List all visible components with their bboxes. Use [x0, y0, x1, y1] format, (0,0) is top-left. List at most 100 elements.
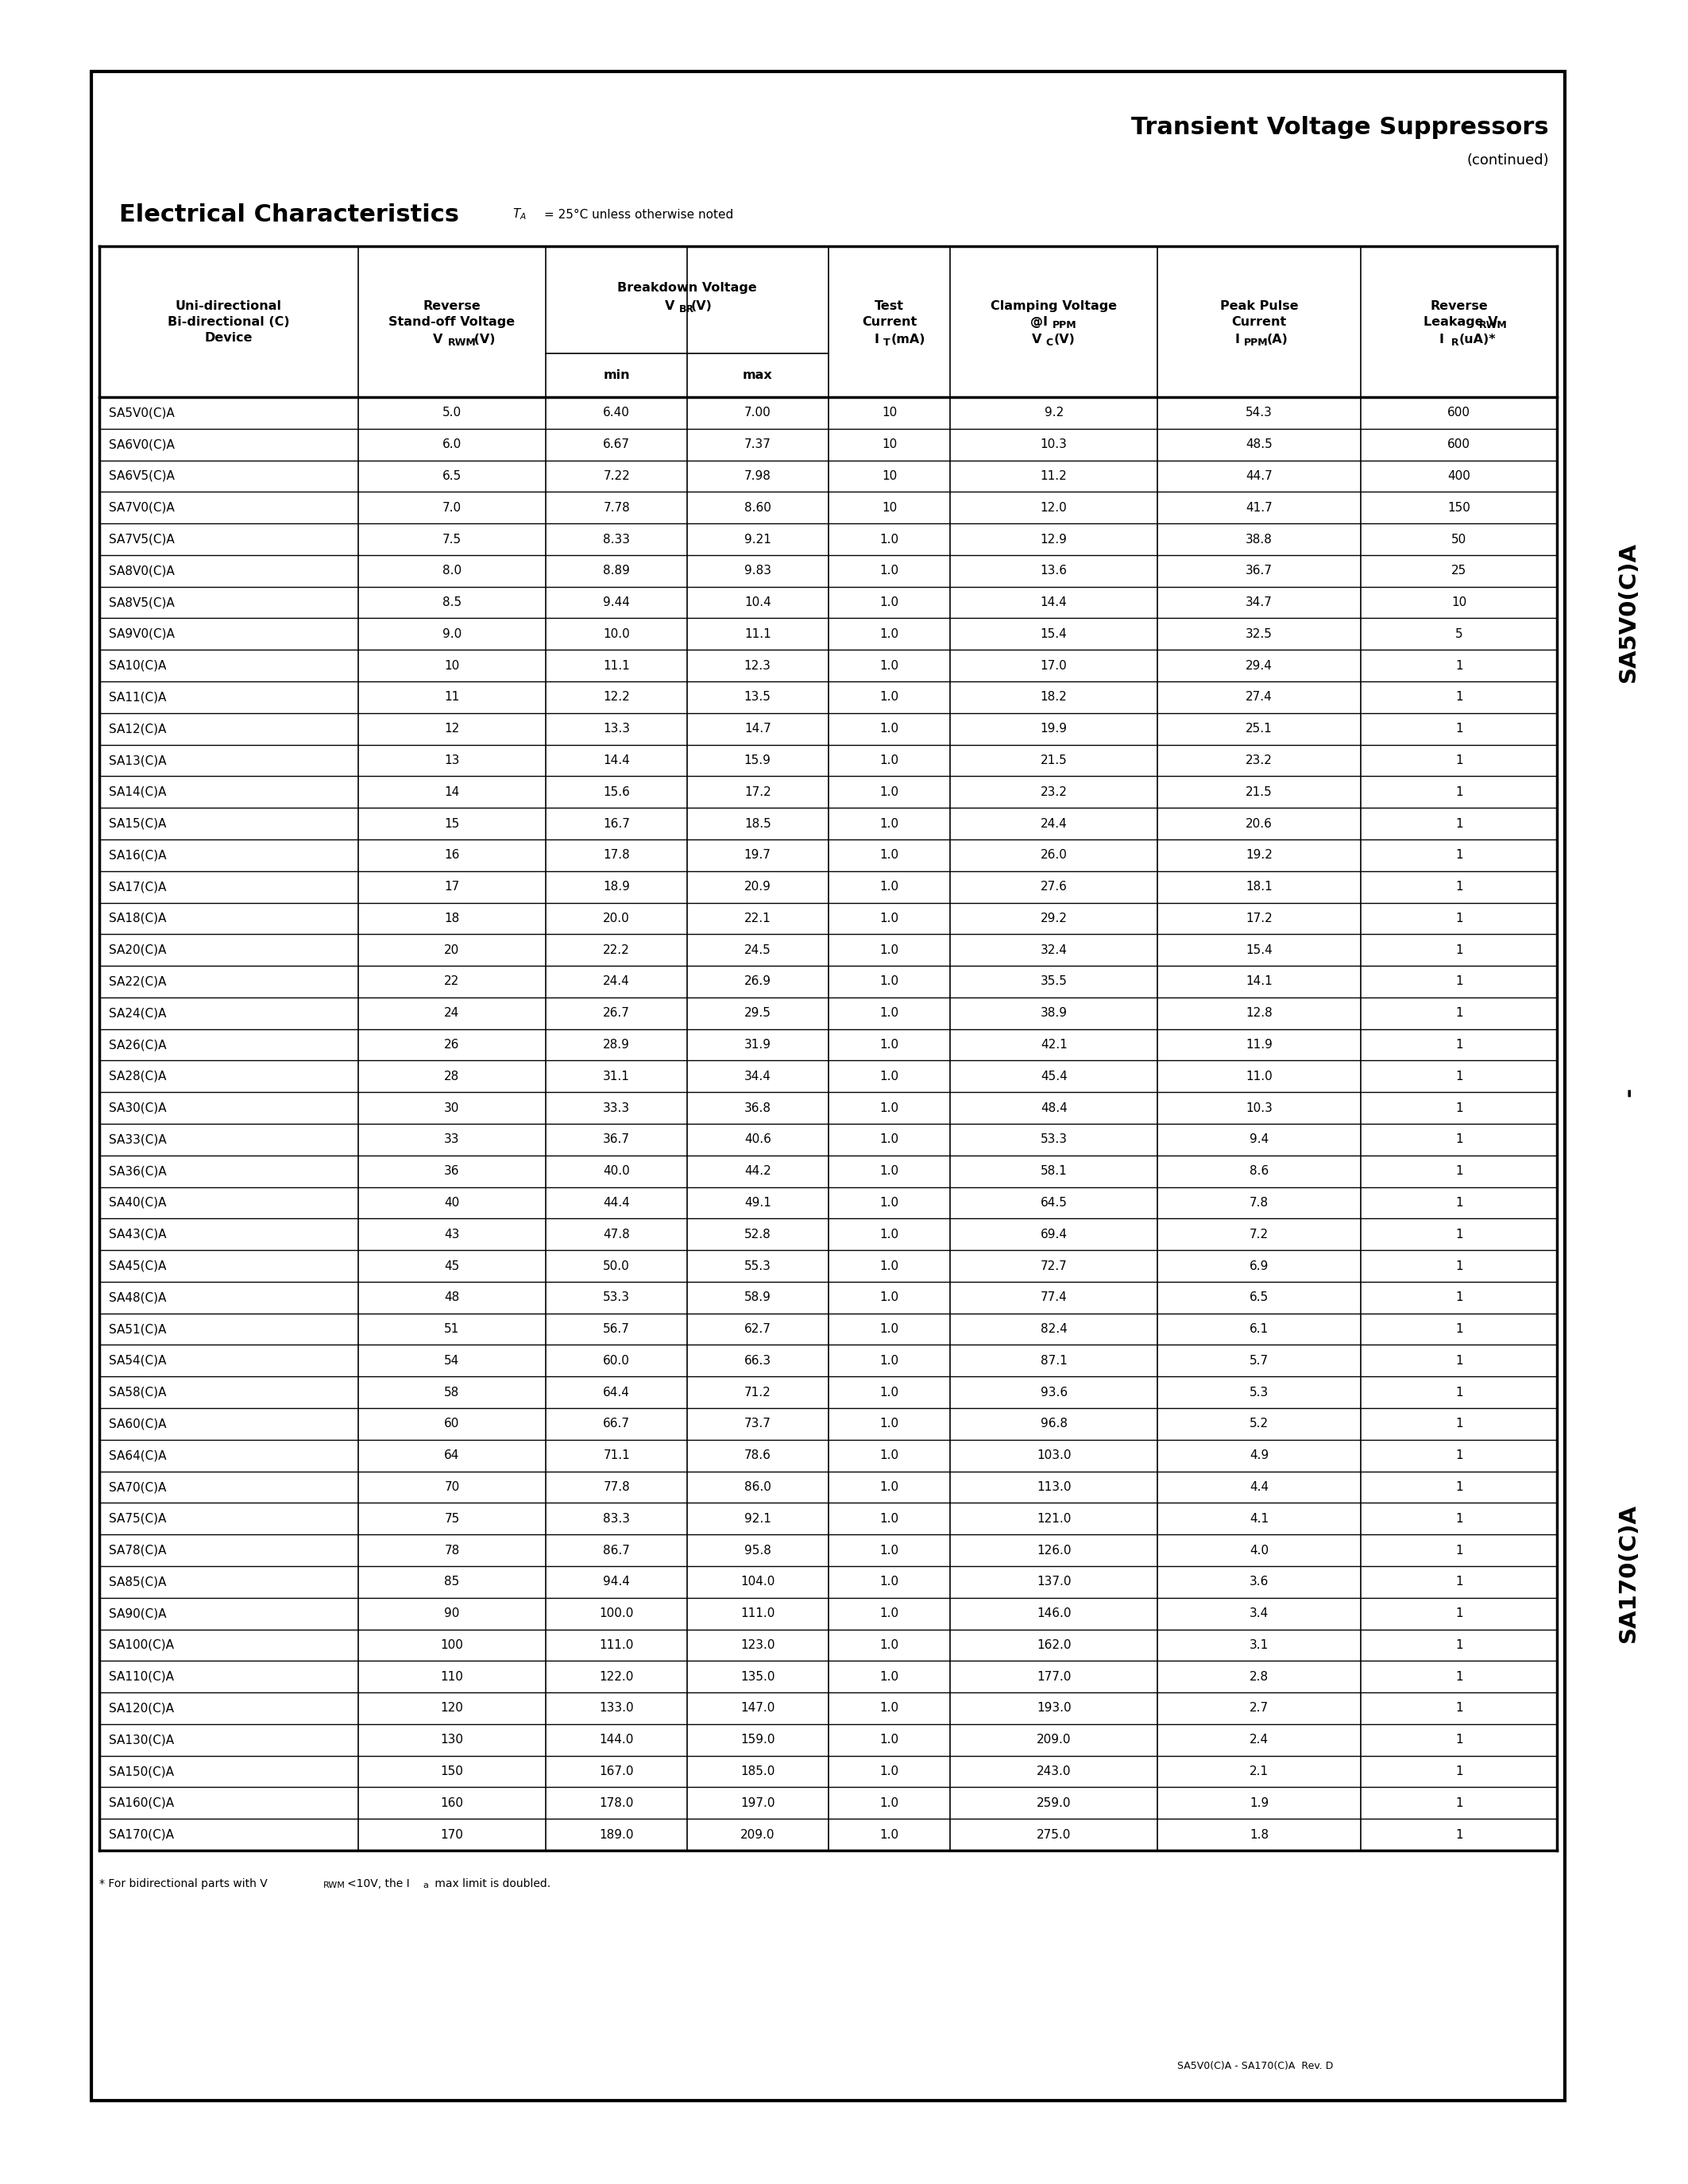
Text: 137.0: 137.0: [1036, 1577, 1072, 1588]
Text: 70: 70: [444, 1481, 459, 1494]
Text: 1: 1: [1455, 1354, 1463, 1367]
Text: 1.0: 1.0: [879, 1577, 898, 1588]
Text: 12.9: 12.9: [1040, 533, 1067, 546]
Text: 1: 1: [1455, 880, 1463, 893]
Text: 28: 28: [444, 1070, 459, 1083]
Text: Current: Current: [1232, 317, 1286, 328]
Text: 19.9: 19.9: [1040, 723, 1067, 734]
Text: V: V: [1031, 334, 1041, 345]
Text: 1: 1: [1455, 1577, 1463, 1588]
Text: 32.5: 32.5: [1246, 629, 1273, 640]
Text: 10.3: 10.3: [1040, 439, 1067, 450]
Text: SA28(C)A: SA28(C)A: [108, 1070, 167, 1083]
Text: 126.0: 126.0: [1036, 1544, 1072, 1557]
Text: SA64(C)A: SA64(C)A: [108, 1450, 167, 1461]
Text: (continued): (continued): [1467, 153, 1550, 168]
Text: 7.78: 7.78: [603, 502, 630, 513]
Text: 54: 54: [444, 1354, 459, 1367]
Text: 1.0: 1.0: [879, 723, 898, 734]
Text: 15.6: 15.6: [603, 786, 630, 797]
Text: Reverse: Reverse: [1430, 299, 1487, 312]
Text: 66.7: 66.7: [603, 1417, 630, 1431]
Text: 11.9: 11.9: [1246, 1040, 1273, 1051]
Text: 15.4: 15.4: [1246, 943, 1273, 957]
Text: 3.6: 3.6: [1249, 1577, 1269, 1588]
Text: 1.0: 1.0: [879, 913, 898, 924]
Text: 2.8: 2.8: [1249, 1671, 1269, 1682]
Text: Peak Pulse: Peak Pulse: [1220, 299, 1298, 312]
Text: 24.5: 24.5: [744, 943, 771, 957]
Text: 15.9: 15.9: [744, 753, 771, 767]
Text: 71.2: 71.2: [744, 1387, 771, 1398]
Text: 9.0: 9.0: [442, 629, 461, 640]
Text: 177.0: 177.0: [1036, 1671, 1072, 1682]
Text: 9.44: 9.44: [603, 596, 630, 609]
Text: 1.0: 1.0: [879, 976, 898, 987]
Text: 33.3: 33.3: [603, 1103, 630, 1114]
Text: 18.5: 18.5: [744, 817, 771, 830]
Text: 92.1: 92.1: [744, 1514, 771, 1524]
Text: 100: 100: [441, 1640, 464, 1651]
Text: 6.1: 6.1: [1249, 1324, 1269, 1334]
Text: 53.3: 53.3: [1040, 1133, 1067, 1147]
Text: 1: 1: [1455, 943, 1463, 957]
Text: 197.0: 197.0: [741, 1797, 775, 1808]
Text: 25: 25: [1452, 566, 1467, 577]
Text: 4.1: 4.1: [1249, 1514, 1269, 1524]
Text: 12.8: 12.8: [1246, 1007, 1273, 1020]
Text: SA30(C)A: SA30(C)A: [108, 1103, 167, 1114]
Text: 48: 48: [444, 1291, 459, 1304]
Text: 28.9: 28.9: [603, 1040, 630, 1051]
Text: SA54(C)A: SA54(C)A: [108, 1354, 167, 1367]
Text: 1: 1: [1455, 1103, 1463, 1114]
Text: SA85(C)A: SA85(C)A: [108, 1577, 167, 1588]
Text: 7.98: 7.98: [744, 470, 771, 483]
Text: 1.0: 1.0: [879, 1765, 898, 1778]
Text: 33: 33: [444, 1133, 459, 1147]
Text: 32.4: 32.4: [1040, 943, 1067, 957]
Text: Device: Device: [204, 332, 253, 343]
Text: 1.0: 1.0: [879, 1828, 898, 1841]
Text: 5: 5: [1455, 629, 1463, 640]
Text: 60.0: 60.0: [603, 1354, 630, 1367]
Text: 7.00: 7.00: [744, 406, 771, 419]
Text: 26.7: 26.7: [603, 1007, 630, 1020]
Text: 34.7: 34.7: [1246, 596, 1273, 609]
Text: min: min: [603, 369, 630, 382]
Text: 90: 90: [444, 1607, 459, 1621]
Text: 48.5: 48.5: [1246, 439, 1273, 450]
Text: 1.0: 1.0: [879, 1227, 898, 1241]
Text: 170: 170: [441, 1828, 464, 1841]
Text: 29.4: 29.4: [1246, 660, 1273, 673]
Text: 2.7: 2.7: [1249, 1701, 1269, 1714]
Text: SA130(C)A: SA130(C)A: [108, 1734, 174, 1745]
Text: 20.9: 20.9: [744, 880, 771, 893]
Text: Stand-off Voltage: Stand-off Voltage: [388, 317, 515, 328]
Text: 147.0: 147.0: [741, 1701, 775, 1714]
Text: 12.2: 12.2: [603, 692, 630, 703]
Text: SA33(C)A: SA33(C)A: [108, 1133, 167, 1147]
Text: 69.4: 69.4: [1040, 1227, 1067, 1241]
Text: 1.0: 1.0: [879, 1450, 898, 1461]
Text: Current: Current: [863, 317, 917, 328]
Text: 11.1: 11.1: [603, 660, 630, 673]
Text: 1.0: 1.0: [879, 1197, 898, 1208]
Text: SA120(C)A: SA120(C)A: [108, 1701, 174, 1714]
Text: 1: 1: [1455, 1607, 1463, 1621]
Text: SA170(C)A: SA170(C)A: [1617, 1503, 1639, 1642]
Text: 1.0: 1.0: [879, 1103, 898, 1114]
Text: 18.2: 18.2: [1040, 692, 1067, 703]
Text: SA78(C)A: SA78(C)A: [108, 1544, 167, 1557]
Text: 43: 43: [444, 1227, 459, 1241]
Text: 1: 1: [1455, 1828, 1463, 1841]
Text: 1.0: 1.0: [879, 1007, 898, 1020]
Text: 42.1: 42.1: [1040, 1040, 1067, 1051]
Text: 17.8: 17.8: [603, 850, 630, 860]
Text: 71.1: 71.1: [603, 1450, 630, 1461]
Text: 1.0: 1.0: [879, 1387, 898, 1398]
Text: 38.8: 38.8: [1246, 533, 1273, 546]
Text: 10.4: 10.4: [744, 596, 771, 609]
Text: 95.8: 95.8: [744, 1544, 771, 1557]
Text: 3.1: 3.1: [1249, 1640, 1269, 1651]
Text: 45.4: 45.4: [1040, 1070, 1067, 1083]
